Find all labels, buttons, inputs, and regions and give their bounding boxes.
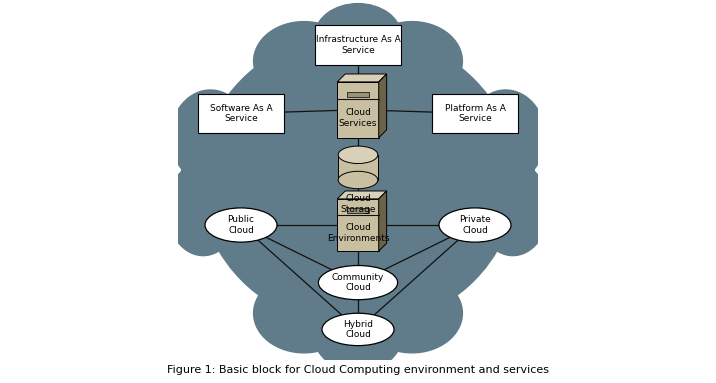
Ellipse shape [182, 141, 253, 205]
Ellipse shape [338, 171, 378, 189]
Ellipse shape [466, 90, 545, 183]
Text: Hybrid
Cloud: Hybrid Cloud [343, 320, 373, 339]
Ellipse shape [477, 162, 548, 255]
Ellipse shape [338, 146, 378, 164]
Ellipse shape [463, 141, 534, 205]
FancyBboxPatch shape [337, 199, 379, 251]
Ellipse shape [200, 33, 516, 327]
FancyBboxPatch shape [338, 155, 378, 180]
Ellipse shape [322, 313, 394, 345]
FancyBboxPatch shape [198, 93, 284, 133]
Polygon shape [337, 74, 387, 82]
FancyBboxPatch shape [347, 92, 369, 97]
Text: Private
Cloud: Private Cloud [459, 215, 491, 235]
Ellipse shape [168, 162, 239, 255]
Ellipse shape [439, 208, 511, 242]
Ellipse shape [205, 208, 277, 242]
FancyBboxPatch shape [315, 25, 401, 65]
Polygon shape [379, 191, 387, 251]
Text: Infrastructure As A
Service: Infrastructure As A Service [316, 35, 400, 55]
Text: Cloud
Services: Cloud Services [339, 108, 377, 128]
FancyBboxPatch shape [347, 208, 369, 213]
Ellipse shape [171, 90, 250, 183]
Polygon shape [379, 74, 387, 138]
FancyBboxPatch shape [337, 82, 379, 138]
Text: Public
Cloud: Public Cloud [228, 215, 254, 235]
FancyBboxPatch shape [432, 93, 518, 133]
Text: Platform As A
Service: Platform As A Service [445, 104, 505, 123]
Text: Cloud
Storage: Cloud Storage [340, 195, 376, 214]
Text: Cloud
Environments: Cloud Environments [326, 223, 390, 242]
Ellipse shape [253, 273, 354, 353]
Ellipse shape [253, 21, 354, 101]
Ellipse shape [362, 21, 463, 101]
Ellipse shape [315, 306, 401, 371]
Ellipse shape [319, 265, 397, 300]
Ellipse shape [315, 3, 401, 69]
Ellipse shape [362, 273, 463, 353]
Polygon shape [337, 191, 387, 199]
Text: Figure 1: Basic block for Cloud Computing environment and services: Figure 1: Basic block for Cloud Computin… [167, 365, 549, 375]
Text: Community
Cloud: Community Cloud [332, 273, 384, 292]
Text: Software As A
Service: Software As A Service [210, 104, 272, 123]
